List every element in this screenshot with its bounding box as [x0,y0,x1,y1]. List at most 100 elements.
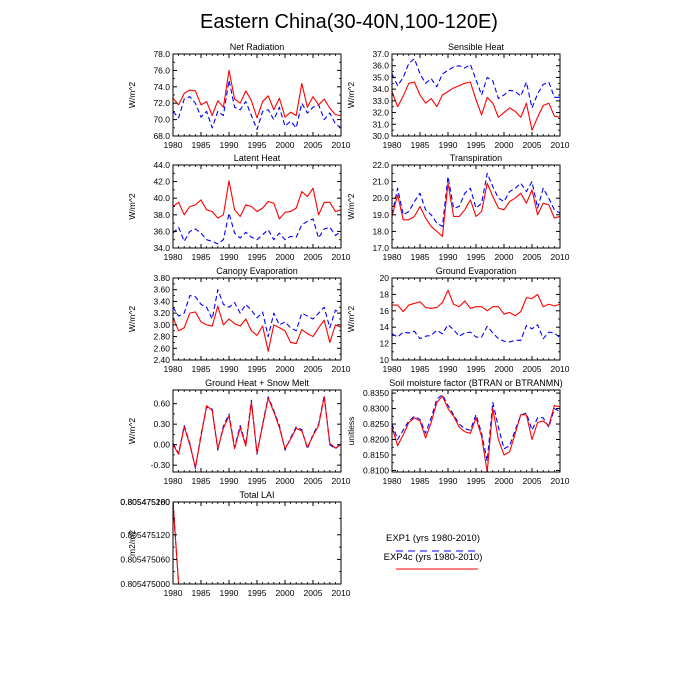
y-tick-label: 32.0 [372,108,389,118]
x-tick-label: 2005 [304,476,323,486]
x-tick-label: 1985 [192,476,211,486]
y-tick-label: 0.805475060 [120,554,170,564]
x-tick-label: 2010 [332,476,351,486]
y-tick-label: 0.8150 [363,450,389,460]
panel-title: Soil moisture factor (BTRAN or BTRANMN) [389,378,563,388]
plot-frame [172,501,342,585]
y-axis-label: W/m^2 [127,82,137,108]
x-tick-label: 1980 [383,364,402,374]
x-tick-label: 2005 [523,140,542,150]
y-tick-label: 0.805475120 [120,530,170,540]
y-tick-label: 34.0 [372,84,389,94]
x-tick-label: 1990 [220,140,239,150]
x-tick-label: 2005 [523,476,542,486]
y-tick-label: 21.0 [372,177,389,187]
chart-panels: Net Radiation W/m^2 1980 1985 1990 1995 2000 20… [120,42,569,598]
x-tick-label: 1990 [220,476,239,486]
plot-frame [172,277,342,361]
y-tick-label: 3.40 [153,296,170,306]
y-tick-label: 3.00 [153,320,170,330]
figure-title: Eastern China(30-40N,100-120E) [200,11,498,33]
x-tick-label: 1985 [411,140,430,150]
x-tick-label: 2005 [304,588,323,598]
x-tick-label: 2000 [276,140,295,150]
x-tick-label: 2010 [551,364,570,374]
panel-title: Canopy Evaporation [216,266,298,276]
y-tick-label: 0.8300 [363,404,389,414]
series-line-exp4c [172,305,342,352]
y-tick-label: 18 [380,289,390,299]
y-axis-label: m2/m2 [127,530,137,556]
series-line-exp1 [172,79,342,130]
y-tick-label: 3.20 [153,308,170,318]
y-tick-label: 2.60 [153,343,170,353]
y-tick-label: 42.0 [153,177,170,187]
y-tick-label: 74.0 [153,82,170,92]
y-tick-label: 2.40 [153,355,170,365]
x-tick-label: 2010 [332,252,351,262]
plot-frame [172,164,342,249]
x-tick-label: 1980 [164,252,183,262]
x-tick-label: 1990 [220,588,239,598]
x-tick-label: 1995 [467,476,486,486]
x-tick-label: 1995 [467,364,486,374]
y-tick-label: 36.0 [153,226,170,236]
y-tick-label: 20.0 [372,193,389,203]
plot-frame [172,53,342,137]
x-tick-label: 1985 [192,140,211,150]
series-line-exp4c [391,182,561,237]
x-tick-label: 1985 [192,364,211,374]
y-tick-label: 36.0 [372,61,389,71]
y-tick-label: 68.0 [153,131,170,141]
y-tick-label: 3.80 [153,273,170,283]
y-tick-label: 76.0 [153,65,170,75]
y-tick-label: 3.60 [153,285,170,295]
series-line-exp4c [172,69,342,119]
x-tick-label: 1990 [439,476,458,486]
x-tick-label: 1980 [383,140,402,150]
x-tick-label: 1985 [411,252,430,262]
x-tick-label: 2000 [276,588,295,598]
panel-title: Ground Evaporation [436,266,517,276]
series-line-exp4c [172,180,342,220]
series-line-exp1 [391,324,561,343]
x-tick-label: 2005 [304,140,323,150]
x-tick-label: 2005 [523,364,542,374]
x-tick-label: 2000 [276,476,295,486]
panel-title: Ground Heat + Snow Melt [205,378,309,388]
x-tick-label: 2010 [551,140,570,150]
y-tick-label: 2.80 [153,332,170,342]
y-tick-label: 14 [380,322,390,332]
y-tick-label: 0.8100 [363,465,389,475]
x-tick-label: 1995 [248,588,267,598]
y-tick-label: 30.0 [372,131,389,141]
y-tick-label: 0.30 [153,419,170,429]
x-tick-label: 2010 [332,588,351,598]
x-tick-label: 1990 [439,140,458,150]
x-tick-label: 1980 [383,476,402,486]
y-tick-label: 34.0 [153,243,170,253]
y-tick-label: 37.0 [372,49,389,59]
x-tick-label: 1995 [467,140,486,150]
panel-2: Sensible Heat W/m^2 1980 1985 1990 1995 2000 20… [346,42,570,150]
panel-8: Soil moisture factor (BTRAN or BTRANMN) u… [346,378,570,486]
x-tick-label: 2000 [276,364,295,374]
x-tick-label: 1995 [248,476,267,486]
x-tick-label: 1985 [411,364,430,374]
series-line-exp4c [172,396,342,468]
series-line-exp4c [392,289,561,317]
panel-title: Transpiration [450,153,502,163]
y-tick-label: 38.0 [153,210,170,220]
y-tick-label: 0.805475180 [120,497,170,507]
panel-4: Transpiration W/m^2 1980 1985 1990 1995 2000 20… [346,153,570,262]
y-tick-label: 70.0 [153,115,170,125]
y-tick-label: 17.0 [372,243,389,253]
x-tick-label: 2010 [332,140,351,150]
y-axis-label: W/m^2 [346,82,356,108]
panel-title: Sensible Heat [448,42,505,52]
panel-9: Total LAI m2/m2 1980 1985 1990 1995 2000 2005 20… [120,490,350,598]
x-tick-label: 1995 [248,364,267,374]
x-tick-label: 2000 [495,252,514,262]
series-line-exp1 [391,172,561,227]
x-tick-label: 2000 [276,252,295,262]
